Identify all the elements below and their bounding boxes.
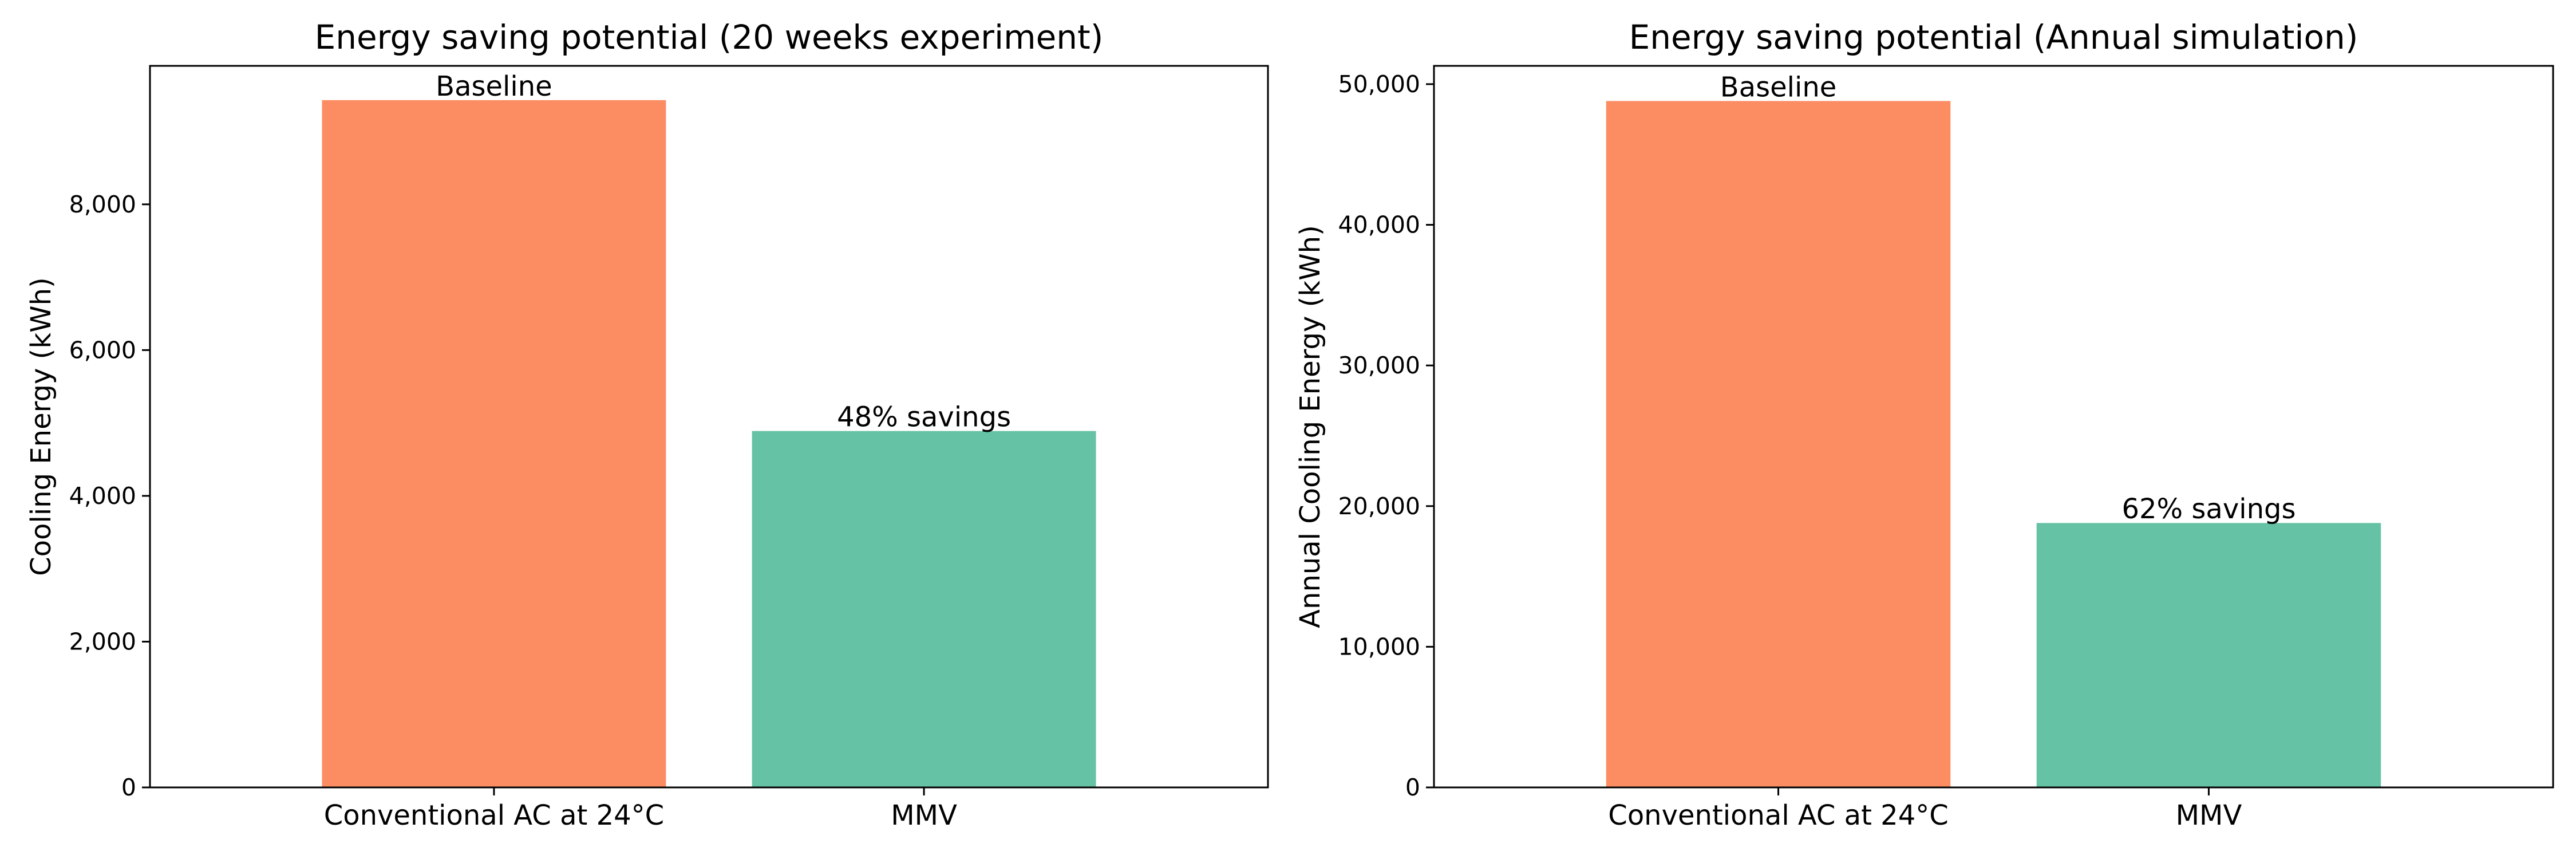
y-tick-label: 8,000 <box>69 191 136 218</box>
x-tick-label-conventional-ac-at-24-c: Conventional AC at 24°C <box>324 799 664 832</box>
chart-title: Energy saving potential (20 weeks experi… <box>315 18 1104 57</box>
bar-label-mmv: 62% savings <box>2121 493 2296 525</box>
x-tick-label-mmv: MMV <box>2176 799 2242 832</box>
y-tick-label: 2,000 <box>69 628 136 655</box>
bar-conventional-ac-at-24-c <box>322 100 666 788</box>
chart-title: Energy saving potential (Annual simulati… <box>1629 18 2358 57</box>
bar-label-conventional-ac-at-24-c: Baseline <box>1720 71 1837 103</box>
y-tick-label: 10,000 <box>1338 633 1420 660</box>
x-tick-label-conventional-ac-at-24-c: Conventional AC at 24°C <box>1608 799 1948 832</box>
y-tick-label: 4,000 <box>69 482 136 510</box>
chart-annual: Baseline 62% savings 0 10,000 20,000 30,000 40… <box>1294 18 2554 832</box>
y-tick-label: 6,000 <box>69 336 136 364</box>
bar-mmv <box>2036 523 2381 787</box>
y-axis-title: Cooling Energy (kWh) <box>25 277 57 576</box>
bar-mmv <box>752 431 1096 787</box>
y-tick-label: 0 <box>121 774 136 801</box>
plot-frame <box>1433 65 2554 789</box>
x-tick-label-mmv: MMV <box>891 799 957 832</box>
bar-label-conventional-ac-at-24-c: Baseline <box>436 70 552 103</box>
y-tick-label: 20,000 <box>1338 492 1420 520</box>
chart-experiment: Baseline 48% savings 0 2,000 4,000 6,000 8,000… <box>25 18 1269 832</box>
bar-conventional-ac-at-24-c <box>1606 101 1951 787</box>
y-tick-label: 30,000 <box>1338 352 1420 379</box>
y-tick-label: 40,000 <box>1338 211 1420 239</box>
y-axis-title: Annual Cooling Energy (kWh) <box>1294 225 1326 628</box>
y-tick-label: 0 <box>1405 774 1420 801</box>
y-tick-label: 50,000 <box>1338 70 1420 98</box>
bar-label-mmv: 48% savings <box>837 401 1011 434</box>
plot-frame <box>149 65 1269 789</box>
